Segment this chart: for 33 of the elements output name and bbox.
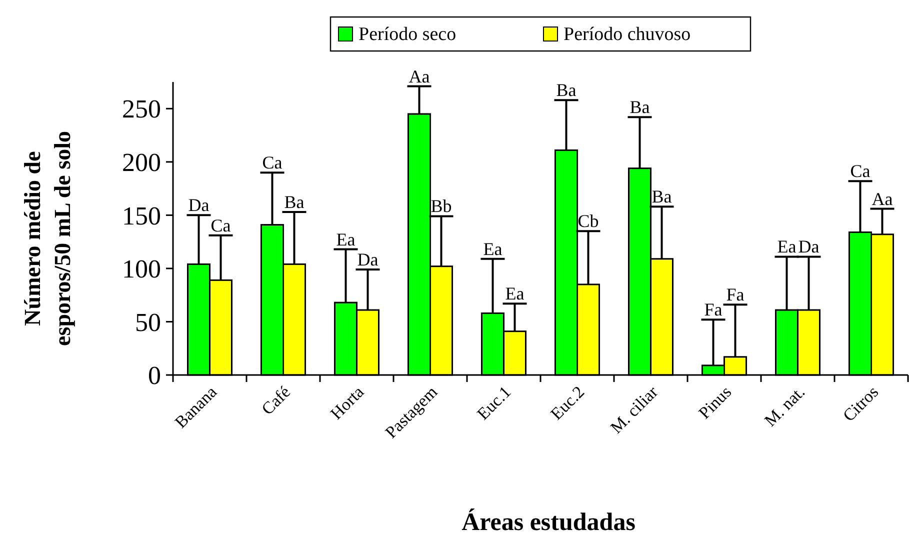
y-axis-title: Número médio de esporos/50 mL de solo (20, 131, 75, 346)
annotation: Bb (430, 196, 452, 216)
annotation: Ba (630, 97, 650, 118)
annotation: Fa (704, 300, 722, 320)
annotation: Aa (408, 66, 430, 86)
annotation: Da (798, 236, 820, 257)
annotation: Ca (210, 215, 231, 236)
y-tick-label: 150 (122, 201, 161, 230)
y-tick-label: 200 (122, 148, 161, 178)
annotation: Da (357, 250, 378, 270)
annotation: Ca (262, 152, 282, 173)
annotation: Ba (284, 192, 304, 212)
annotation: Cb (578, 211, 599, 232)
x-tick-label: M. nat. (760, 382, 809, 430)
annotation: Fa (726, 284, 744, 305)
annotation: Aa (872, 188, 893, 209)
legend-label: Período seco (358, 24, 456, 45)
annotation: Ba (652, 186, 672, 207)
annotation: Ba (556, 80, 576, 100)
x-axis-title: Áreas estudadas (462, 508, 636, 536)
annotation: Da (188, 195, 210, 216)
y-tick-label: 0 (148, 361, 161, 390)
y-tick-label: 50 (135, 308, 161, 337)
x-tick-label: M. ciliar (606, 382, 662, 438)
legend-label: Período chuvoso (564, 24, 691, 45)
x-tick-label: Café (258, 382, 294, 419)
annotation: Ea (777, 236, 796, 257)
annotation: Ea (336, 229, 356, 250)
annotation: Ea (505, 284, 524, 304)
annotation: Ca (850, 161, 870, 182)
y-tick-label: 250 (122, 94, 161, 124)
y-tick-label: 100 (122, 254, 161, 284)
annotation: Ea (483, 238, 502, 259)
